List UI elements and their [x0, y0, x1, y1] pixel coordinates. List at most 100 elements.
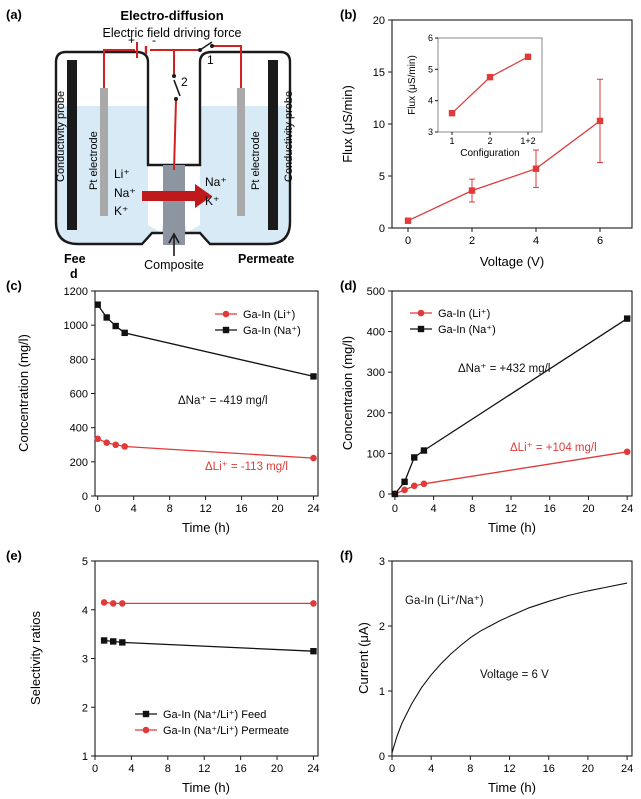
- series-line: [97, 438, 314, 459]
- series-0: [391, 448, 631, 498]
- legend-marker: [222, 310, 230, 318]
- data-point: [110, 638, 117, 645]
- y-tick-label: 0: [379, 489, 385, 501]
- y-tick-label: 800: [70, 354, 88, 366]
- legend-marker: [222, 326, 230, 334]
- y-tick-label: 2: [379, 621, 385, 633]
- x-tick-label: 0: [95, 503, 101, 515]
- y-axis-title: Current (μA): [356, 622, 371, 694]
- inset-data-point: [486, 73, 494, 81]
- composite-label: Composite: [144, 258, 204, 272]
- x-tick-label: 4: [431, 503, 437, 515]
- switch-1-lever: [199, 41, 213, 51]
- y-tick-label: 500: [367, 286, 385, 298]
- y-tick-label: 200: [70, 457, 88, 469]
- battery-plus: +: [128, 33, 135, 47]
- panel-d-label: (d): [340, 278, 357, 293]
- data-point: [623, 448, 631, 456]
- ion-permeate-1: Na⁺: [205, 175, 227, 189]
- series-1: [94, 301, 317, 380]
- y-tick-label: 0: [82, 491, 88, 503]
- legend-marker: [142, 710, 150, 718]
- inset-data-point: [524, 53, 532, 60]
- ion-feed-3: K⁺: [114, 204, 128, 218]
- series-line: [407, 120, 601, 222]
- inset-y-tick-label: 5: [428, 64, 433, 74]
- panel-e-label: (e): [6, 548, 22, 563]
- x-tick-label: 4: [131, 503, 137, 515]
- feed-label-line-1: Fee: [64, 252, 86, 266]
- annotation: ΔLi⁺ = -113 mg/l: [205, 461, 288, 473]
- x-tick-label: 4: [533, 235, 539, 247]
- series-1: [391, 315, 631, 498]
- data-point: [468, 187, 476, 194]
- data-point: [411, 454, 418, 461]
- panel-f-label: (f): [340, 548, 353, 563]
- series-0: [100, 637, 317, 655]
- ion-transport-arrow: [142, 184, 212, 208]
- y-tick-label: 10: [373, 119, 385, 131]
- y-tick-label: 400: [367, 327, 385, 339]
- x-axis-title: Time (h): [182, 780, 230, 795]
- legend-marker: [417, 309, 425, 317]
- x-tick-label: 4: [128, 763, 134, 775]
- composite-pointer-arrow: [168, 232, 180, 256]
- series-1: [100, 599, 317, 607]
- legend-entry: Ga-In (Na⁺): [438, 324, 496, 336]
- y-tick-label: 5: [379, 171, 385, 183]
- x-tick-label: 20: [271, 503, 283, 515]
- x-tick-label: 20: [582, 503, 594, 515]
- solution-fill: [56, 106, 290, 244]
- ion-feed-1: Li⁺: [114, 167, 130, 181]
- x-tick-label: 12: [199, 503, 211, 515]
- y-tick-label: 5: [82, 556, 88, 568]
- y-tick-label: 600: [70, 389, 88, 401]
- data-point: [410, 482, 418, 490]
- data-point: [623, 315, 631, 322]
- x-tick-label: 0: [92, 763, 98, 775]
- data-point: [420, 480, 428, 488]
- y-axis-title: Concentration (mg/l): [16, 334, 31, 452]
- inset-x-axis-title: Configuration: [460, 148, 519, 159]
- y-tick-label: 15: [373, 67, 385, 79]
- pt-electrode-right: [237, 88, 245, 216]
- composite-membrane: [163, 165, 185, 245]
- x-tick-label: 20: [582, 763, 594, 775]
- x-tick-label: 8: [165, 763, 171, 775]
- switch-2-lever: [173, 79, 181, 97]
- x-axis-title: Voltage (V): [480, 254, 544, 269]
- ion-feed-2: Na⁺: [114, 186, 136, 200]
- series-0: [94, 435, 317, 462]
- y-tick-label: 200: [367, 408, 385, 420]
- inset-x-tick-label: 2: [487, 136, 492, 146]
- series-line: [104, 639, 314, 652]
- data-point: [100, 637, 108, 644]
- legend-marker: [417, 325, 425, 333]
- x-tick-label: 24: [621, 503, 633, 515]
- series-line: [391, 582, 628, 753]
- inset-y-tick-label: 6: [428, 33, 433, 43]
- x-tick-label: 0: [389, 763, 395, 775]
- x-tick-label: 12: [198, 763, 210, 775]
- y-axis-title: Selectivity ratios: [28, 611, 43, 705]
- x-tick-label: 0: [405, 235, 411, 247]
- panel-c-feed-concentration: (c) 0 4 8 12 16 20 24 0 200 400 600 800 1000 1200 Time …: [6, 278, 320, 535]
- data-point: [112, 441, 119, 449]
- y-tick-label: 1: [379, 686, 385, 698]
- y-axis-title: Concentraion (mg/l): [340, 336, 355, 450]
- y-tick-label: 100: [367, 448, 385, 460]
- series-line: [394, 451, 628, 495]
- y-tick-label: 0: [379, 223, 385, 235]
- x-tick-label: 12: [503, 763, 515, 775]
- panel-d-permeate-concentration: (d) 0 4 8 12 16 20 24 0 100 200 300 400 500 Time (h) Co…: [340, 278, 633, 535]
- data-point: [119, 600, 126, 607]
- legend-entry: Ga-In (Li⁺): [438, 308, 490, 320]
- switch-1-contact: [210, 44, 214, 48]
- panel-b-label: (b): [340, 7, 357, 22]
- x-tick-label: 16: [544, 503, 556, 515]
- series-line: [104, 601, 314, 605]
- x-tick-label: 2: [469, 235, 475, 247]
